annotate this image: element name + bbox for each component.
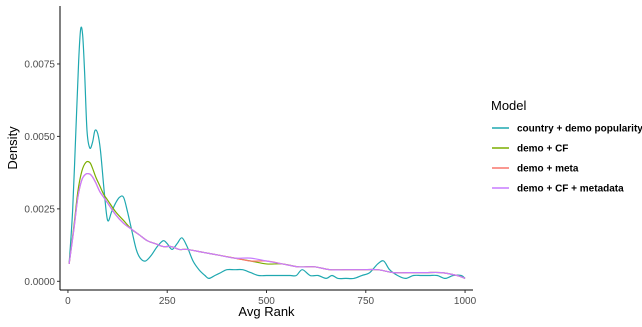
- x-tick-label: 0: [65, 296, 71, 307]
- y-tick-label: 0.0075: [24, 59, 55, 70]
- x-tick-label: 1000: [454, 296, 477, 307]
- x-axis-title: Avg Rank: [238, 304, 295, 319]
- x-tick-label: 750: [357, 296, 374, 307]
- legend-label-3: demo + meta: [517, 164, 579, 175]
- legend-label-2: demo + CF: [517, 144, 568, 155]
- axes: 0 250 500 750 1000 0.0000 0.0025 0.0050 0.0075: [24, 6, 477, 307]
- y-axis-title: Density: [5, 126, 20, 170]
- legend-label-1: country + demo popularity: [517, 124, 642, 135]
- legend: Model country + demo popularity demo + CF…: [491, 98, 642, 195]
- x-tick-label: 250: [159, 296, 176, 307]
- y-tick-label: 0.0050: [24, 132, 55, 143]
- series-line-1: [68, 26, 466, 280]
- legend-label-4: demo + CF + metadata: [517, 184, 624, 195]
- x-tick-label: 500: [258, 296, 275, 307]
- y-tick-label: 0.0000: [24, 277, 55, 288]
- series-line-4: [68, 172, 466, 279]
- legend-title: Model: [491, 98, 527, 113]
- y-tick-label: 0.0025: [24, 204, 55, 215]
- plot-lines: [68, 26, 466, 280]
